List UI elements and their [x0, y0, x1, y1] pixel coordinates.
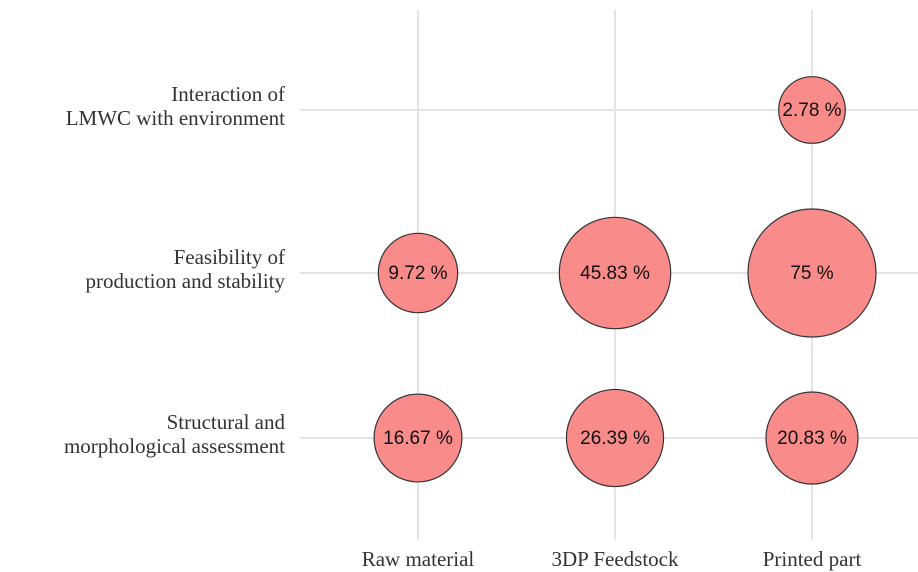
- y-tick-label: Interaction of: [171, 82, 285, 106]
- bubble: [565, 388, 665, 488]
- y-tick-label: LMWC with environment: [66, 106, 285, 130]
- bubble: [747, 208, 877, 338]
- y-tick-label: morphological assessment: [64, 434, 285, 458]
- y-tick-label: Feasibility of: [174, 245, 285, 269]
- bubble: [778, 76, 846, 144]
- x-tick-label: Raw material: [362, 547, 475, 571]
- bubble: [765, 391, 859, 485]
- value-label: 20.83 %: [777, 428, 847, 449]
- bubble: [558, 216, 672, 330]
- x-tick-label: 3DP Feedstock: [552, 547, 679, 571]
- bubble: [373, 393, 463, 483]
- y-tick-label: Structural and: [167, 410, 286, 434]
- value-label: 45.83 %: [580, 263, 650, 284]
- y-tick-label: production and stability: [86, 269, 286, 293]
- value-label: 75 %: [790, 263, 833, 284]
- bubble: [377, 232, 459, 314]
- x-tick-label: Printed part: [763, 547, 862, 571]
- value-label: 9.72 %: [388, 263, 447, 284]
- value-label: 2.78 %: [782, 100, 841, 121]
- value-label: 16.67 %: [383, 428, 453, 449]
- value-label: 26.39 %: [580, 428, 650, 449]
